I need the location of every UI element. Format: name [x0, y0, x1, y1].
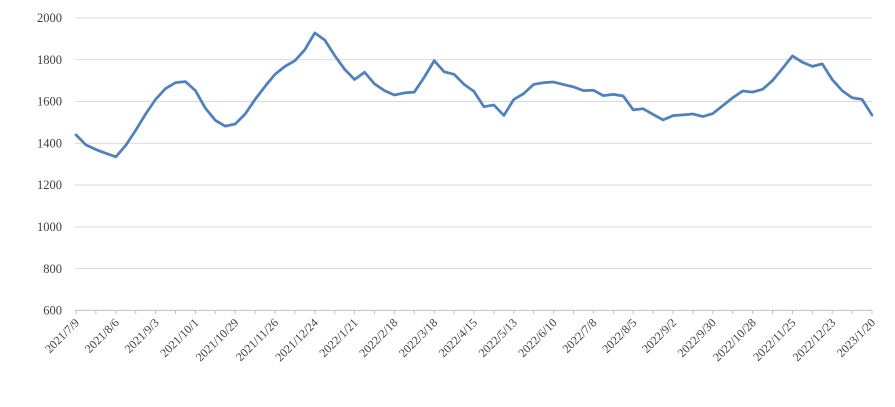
y-axis-label: 1800 [37, 53, 62, 67]
y-axis-label: 1600 [37, 95, 62, 109]
x-axis-label: 2022/12/23 [790, 316, 839, 365]
x-axis-label: 2022/5/13 [476, 316, 520, 360]
x-axis-label: 2022/9/2 [639, 316, 679, 356]
y-axis-label: 600 [43, 304, 62, 318]
y-axis-label: 1400 [37, 136, 62, 150]
y-axis-label: 800 [43, 262, 62, 276]
x-axis-label: 2022/6/10 [515, 316, 559, 360]
x-axis-label: 2022/2/18 [356, 316, 400, 360]
y-axis-label: 2000 [37, 11, 62, 25]
x-axis-label: 2022/10/28 [710, 316, 759, 365]
x-axis-label: 2022/8/5 [599, 316, 639, 356]
x-axis-label: 2023/1/20 [834, 316, 878, 360]
x-axis-label: 2021/9/3 [122, 316, 162, 356]
x-axis-label: 2022/7/8 [559, 316, 599, 356]
data-series-line [74, 31, 874, 159]
x-axis-label: 2021/8/6 [82, 316, 122, 356]
y-axis-label: 1000 [37, 220, 62, 234]
x-axis-label: 2021/10/29 [193, 316, 242, 365]
x-axis-label: 2021/7/9 [42, 316, 82, 356]
x-axis-label: 2022/3/18 [396, 316, 440, 360]
x-axis-label: 2021/12/24 [272, 316, 321, 365]
x-axis-label: 2022/1/21 [316, 316, 360, 360]
x-axis-label: 2022/4/15 [436, 316, 480, 360]
y-axis-label: 1200 [37, 178, 62, 192]
